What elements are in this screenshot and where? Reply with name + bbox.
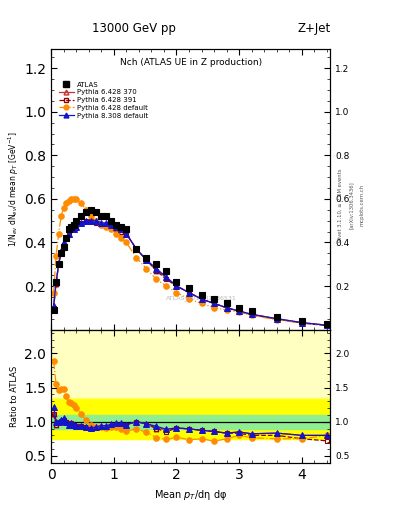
X-axis label: Mean $p_T$/dη dφ: Mean $p_T$/dη dφ <box>154 488 227 502</box>
Bar <box>51 415 330 429</box>
Bar <box>51 398 330 439</box>
Bar <box>51 330 330 398</box>
Text: Z+Jet: Z+Jet <box>298 22 331 35</box>
Y-axis label: 1/N$_{ev}$ dN$_{ev}$/d mean $p_T$ [GeV$^{-1}$]: 1/N$_{ev}$ dN$_{ev}$/d mean $p_T$ [GeV$^… <box>7 131 22 247</box>
Text: ATLAS_2019_I1736531: ATLAS_2019_I1736531 <box>166 296 237 302</box>
Legend: ATLAS, Pythia 6.428 370, Pythia 6.428 391, Pythia 6.428 default, Pythia 8.308 de: ATLAS, Pythia 6.428 370, Pythia 6.428 39… <box>57 80 149 120</box>
Text: mcplots.cern.ch: mcplots.cern.ch <box>359 184 364 226</box>
Y-axis label: Ratio to ATLAS: Ratio to ATLAS <box>10 366 19 427</box>
Text: 13000 GeV pp: 13000 GeV pp <box>92 22 176 35</box>
Text: [arXiv:1306.3436]: [arXiv:1306.3436] <box>349 181 353 229</box>
Text: Rivet 3.1.10, ≥ 2.6M events: Rivet 3.1.10, ≥ 2.6M events <box>338 168 342 242</box>
Text: Nch (ATLAS UE in Z production): Nch (ATLAS UE in Z production) <box>119 58 262 68</box>
